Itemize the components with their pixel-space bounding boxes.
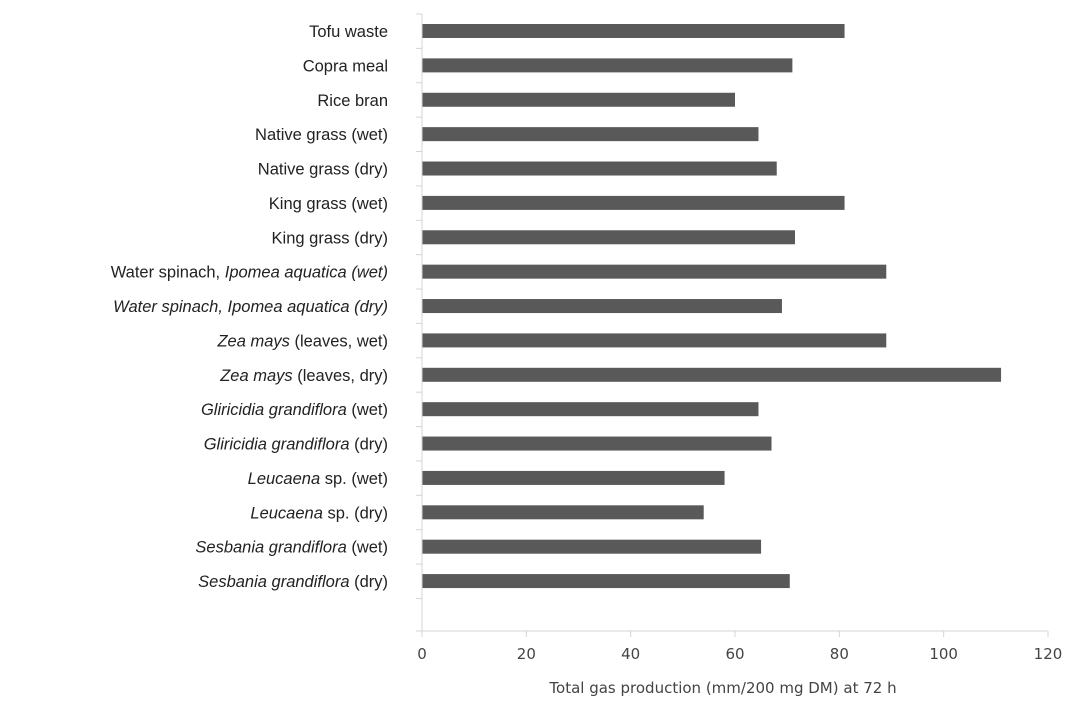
x-tick-label: 120: [1034, 645, 1063, 663]
category-label: King grass (dry): [272, 229, 388, 247]
bar-king-grass-wet: [422, 195, 845, 210]
category-label: Leucaena sp. (dry): [250, 504, 388, 522]
bar-gliricidia-grandiflora-dry: [422, 436, 772, 451]
x-tick-label: 0: [417, 645, 427, 663]
x-tick-label: 40: [621, 645, 640, 663]
bar-rice-bran: [422, 92, 735, 107]
bar-sesbania-grandiflora-wet: [422, 539, 762, 554]
category-label: Leucaena sp. (wet): [248, 470, 388, 488]
x-axis-title: Total gas production (mm/200 mg DM) at 7…: [548, 679, 896, 697]
category-label: King grass (wet): [269, 195, 388, 213]
bar-copra-meal: [422, 58, 793, 73]
category-label: Rice bran: [317, 92, 388, 110]
category-label: Gliricidia grandiflora (wet): [201, 401, 388, 419]
category-label: Zea mays (leaves, wet): [216, 332, 388, 350]
category-label: Native grass (dry): [258, 161, 388, 179]
x-tick-label: 60: [725, 645, 744, 663]
bar-leucaena-sp-dry: [422, 505, 704, 520]
bar-zea-mays-leaves-wet: [422, 333, 887, 348]
bar-native-grass-dry: [422, 161, 777, 176]
x-tick-label: 80: [830, 645, 849, 663]
x-tick-label: 20: [517, 645, 536, 663]
category-label: Native grass (wet): [255, 126, 388, 144]
category-label: Gliricidia grandiflora (dry): [204, 436, 388, 454]
x-tick-labels: 0 20 40 60 80 100 120: [417, 645, 1062, 663]
bar-native-grass-wet: [422, 127, 759, 142]
bar-sesbania-grandiflora-dry: [422, 574, 790, 589]
category-label: Sesbania grandiflora (dry): [198, 573, 388, 591]
bar-leucaena-sp-wet: [422, 470, 725, 485]
axes: [416, 13, 1049, 637]
category-label: Tofu waste: [309, 23, 388, 41]
category-labels: Tofu waste Copra meal Rice bran Native gras…: [111, 23, 388, 591]
category-label: Zea mays (leaves, dry): [219, 367, 388, 385]
x-tick-label: 100: [929, 645, 958, 663]
category-label: Water spinach, Ipomea aquatica (wet): [111, 264, 388, 282]
category-label: Sesbania grandiflora (wet): [195, 539, 388, 557]
bar-water-spinach-ipomea-aquatica-dry: [422, 299, 782, 314]
bars-layer: [422, 24, 1002, 589]
bar-tofu-waste: [422, 24, 845, 38]
bar-king-grass-dry: [422, 230, 795, 245]
category-label: Copra meal: [303, 57, 388, 75]
bar-gliricidia-grandiflora-wet: [422, 402, 759, 417]
bar-zea-mays-leaves-dry: [422, 367, 1002, 382]
bar-water-spinach-ipomea-aquatica-wet: [422, 264, 887, 279]
category-label: Water spinach, Ipomea aquatica (dry): [113, 298, 388, 316]
